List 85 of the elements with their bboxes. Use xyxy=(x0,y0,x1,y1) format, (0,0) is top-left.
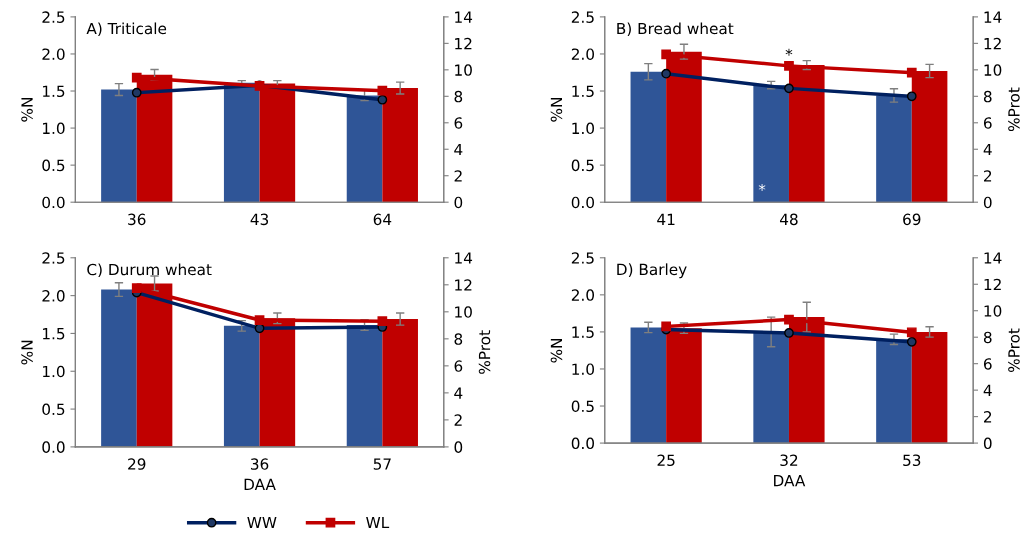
y2-tick-label: 14 xyxy=(984,11,1002,23)
y2-tick-label: 12 xyxy=(455,37,472,50)
x-tick-label: 41 xyxy=(657,213,675,225)
x-tick-label: 57 xyxy=(373,458,391,470)
x-axis-title: DAA xyxy=(244,478,276,490)
x-tick-label: 53 xyxy=(903,454,921,467)
y-tick-label: 2.5 xyxy=(571,11,594,23)
y2-tick-label: 10 xyxy=(455,64,472,76)
y2-axis-title: %Prot xyxy=(1008,87,1020,132)
chart-title: A) Triticale xyxy=(86,22,167,37)
y2-tick-label: 8 xyxy=(454,90,463,103)
annotation: * xyxy=(758,183,766,191)
x-tick-label: 64 xyxy=(373,213,392,226)
x-tick-label: 36 xyxy=(250,458,269,470)
y-tick-label: 1.0 xyxy=(43,122,65,135)
y2-tick-label: 6 xyxy=(454,117,463,129)
y-tick-label: 2.5 xyxy=(42,11,65,23)
y-tick-label: 2.0 xyxy=(571,289,595,301)
y2-tick-label: 12 xyxy=(984,37,1001,50)
y2-tick-label: 14 xyxy=(455,252,473,264)
y2-tick-label: 0 xyxy=(983,437,992,450)
y2-tick-label: 14 xyxy=(455,11,473,23)
y-axis-title: %N xyxy=(550,98,563,122)
y2-tick-label: 10 xyxy=(455,306,472,318)
y-tick-label: 2.0 xyxy=(42,48,65,60)
chart-title: C) Durum wheat xyxy=(87,263,212,278)
y-axis-title: %N xyxy=(21,340,33,365)
y-tick-label: 0.5 xyxy=(42,403,65,416)
y2-tick-label: 0 xyxy=(454,441,463,453)
y-tick-label: 0.5 xyxy=(571,400,594,413)
y2-axis-title: %Prot xyxy=(478,330,491,374)
y2-tick-label: 14 xyxy=(984,252,1002,264)
y2-tick-label: 0 xyxy=(983,196,992,209)
y-tick-label: 1.5 xyxy=(43,328,65,340)
y-axis-title: %N xyxy=(550,338,563,363)
y2-tick-label: 8 xyxy=(983,331,992,344)
legend-label: WL xyxy=(366,516,390,529)
y2-tick-label: 4 xyxy=(454,387,463,399)
y2-tick-label: 0 xyxy=(454,196,463,209)
legend-label: WW xyxy=(247,516,277,529)
y-tick-label: 1.0 xyxy=(43,365,65,378)
y2-tick-label: 12 xyxy=(455,279,472,291)
y-tick-label: 2.0 xyxy=(571,48,595,60)
y2-tick-label: 8 xyxy=(983,90,992,103)
chart-title: D) Barley xyxy=(617,263,687,279)
y-tick-label: 2.5 xyxy=(42,252,65,264)
annotation: * xyxy=(785,48,793,56)
x-tick-label: 29 xyxy=(128,458,146,470)
y2-axis-title: %Prot xyxy=(1008,328,1020,372)
y2-tick-label: 4 xyxy=(983,143,992,156)
y2-tick-label: 4 xyxy=(983,384,992,396)
x-tick-label: 32 xyxy=(780,454,798,467)
y2-tick-label: 10 xyxy=(984,305,1002,317)
y-tick-label: 0.0 xyxy=(42,196,65,209)
y-tick-label: 0.0 xyxy=(571,437,595,450)
y2-tick-label: 8 xyxy=(454,333,463,345)
y2-tick-label: 4 xyxy=(454,143,463,156)
y2-tick-label: 6 xyxy=(983,358,992,370)
y-tick-label: 0.0 xyxy=(42,441,65,453)
y-tick-label: 1.5 xyxy=(43,85,65,98)
y-axis-title: %N xyxy=(21,98,33,122)
chart-title: B) Bread wheat xyxy=(617,22,734,37)
y-tick-label: 0.0 xyxy=(571,196,595,209)
y-tick-label: 2.0 xyxy=(42,290,65,302)
x-tick-label: 69 xyxy=(903,213,921,226)
y2-tick-label: 2 xyxy=(984,170,992,182)
x-tick-label: 36 xyxy=(128,213,146,226)
y-tick-label: 1.5 xyxy=(572,326,594,338)
y-tick-label: 1.0 xyxy=(572,363,595,375)
y-tick-label: 2.5 xyxy=(571,252,594,264)
y2-tick-label: 2 xyxy=(454,414,462,426)
y2-tick-label: 6 xyxy=(454,360,463,372)
y-tick-label: 1.5 xyxy=(572,85,594,98)
x-axis-title: DAA xyxy=(774,475,806,487)
y-tick-label: 1.0 xyxy=(572,122,595,135)
y2-tick-label: 2 xyxy=(984,411,992,423)
y2-tick-label: 10 xyxy=(984,64,1002,76)
x-tick-label: 43 xyxy=(250,213,269,226)
y-tick-label: 0.5 xyxy=(571,159,594,172)
x-tick-label: 48 xyxy=(779,213,798,226)
y2-tick-label: 12 xyxy=(984,278,1001,291)
y2-tick-label: 2 xyxy=(454,170,462,182)
y2-tick-label: 6 xyxy=(983,117,992,129)
x-tick-label: 25 xyxy=(657,454,675,467)
y-tick-label: 0.5 xyxy=(42,159,65,172)
